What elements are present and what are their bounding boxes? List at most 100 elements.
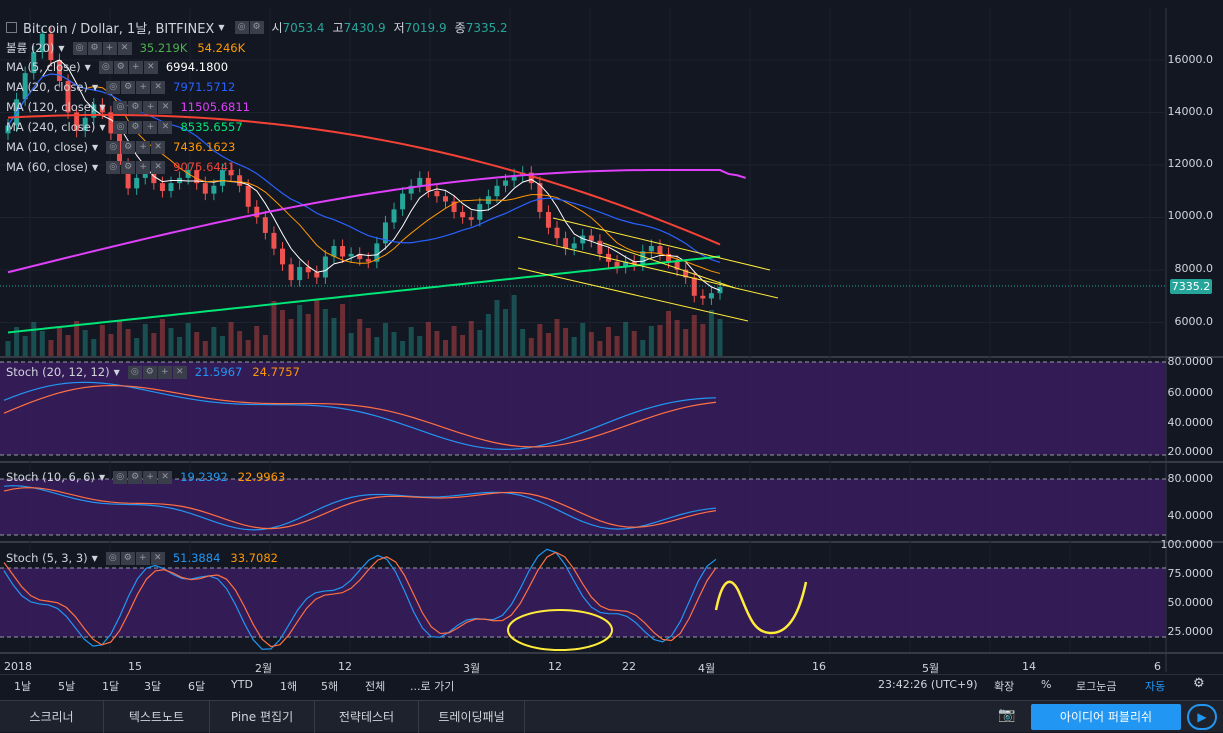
eye-icon[interactable]: ◎ <box>127 365 142 379</box>
stoch-name[interactable]: Stoch (5, 3, 3) <box>6 551 88 565</box>
settings-icon[interactable]: ⚙ <box>87 41 102 55</box>
freehand-drawing[interactable] <box>714 580 808 635</box>
camera-icon[interactable]: 📷 <box>998 707 1016 723</box>
eye-icon[interactable]: ◎ <box>113 100 128 114</box>
close-icon[interactable]: ✕ <box>117 41 132 55</box>
settings-icon[interactable]: ⚙ <box>113 60 128 74</box>
trendline[interactable] <box>517 267 749 322</box>
eye-icon[interactable]: ◎ <box>113 470 128 484</box>
stoch-name[interactable]: Stoch (10, 6, 6) <box>6 470 95 484</box>
chevron-down-icon[interactable]: ▼ <box>91 553 98 563</box>
indicator-row[interactable]: MA (60, close) ▼ ◎ ⚙ + ✕ 9075.6441 <box>6 160 235 174</box>
trendline[interactable] <box>602 242 736 289</box>
close-icon[interactable]: ✕ <box>151 140 166 154</box>
indicator-name[interactable]: MA (120, close) <box>6 100 96 114</box>
eye-icon[interactable]: ◎ <box>113 120 128 134</box>
stoch-name[interactable]: Stoch (20, 12, 12) <box>6 365 110 379</box>
indicator-name[interactable]: MA (60, close) <box>6 160 88 174</box>
indicator-row[interactable]: MA (5, close) ▼ ◎ ⚙ + ✕ 6994.1800 <box>6 60 228 74</box>
chevron-down-icon[interactable]: ▼ <box>91 82 99 92</box>
indicator-row[interactable]: MA (120, close) ▼ ◎ ⚙ + ✕ 11505.6811 <box>6 100 250 114</box>
settings-icon[interactable]: ⚙ <box>249 21 264 34</box>
indicator-name[interactable]: MA (20, close) <box>6 80 88 94</box>
chevron-down-icon[interactable]: ▼ <box>99 102 106 112</box>
plus-icon[interactable]: + <box>143 120 158 134</box>
bottom-tab[interactable]: 트레이딩패널 <box>419 701 525 733</box>
plus-icon[interactable]: + <box>143 100 158 114</box>
eye-icon[interactable]: ◎ <box>105 551 120 565</box>
range-button[interactable]: 3달 <box>144 680 162 693</box>
chevron-down-icon[interactable]: ▼ <box>91 162 99 172</box>
close-icon[interactable]: ✕ <box>150 551 165 565</box>
publish-idea-button[interactable]: 아이디어 퍼블리쉬 <box>1031 704 1181 730</box>
settings-icon[interactable]: ⚙ <box>128 120 143 134</box>
indicator-row[interactable]: MA (20, close) ▼ ◎ ⚙ + ✕ 7971.5712 <box>6 80 235 94</box>
range-button[interactable]: 1해 <box>280 680 298 693</box>
settings-icon[interactable]: ⚙ <box>121 140 136 154</box>
bottom-tab[interactable]: 스크리너 <box>0 701 104 733</box>
indicator-name[interactable]: MA (240, close) <box>6 120 96 134</box>
chevron-down-icon[interactable]: ▼ <box>218 23 225 32</box>
close-icon[interactable]: ✕ <box>143 60 158 74</box>
gear-icon[interactable]: ⚙ <box>1193 676 1205 691</box>
bottom-tab[interactable]: Pine 편집기 <box>210 701 315 733</box>
stoch-legend-row[interactable]: Stoch (5, 3, 3) ▼ ◎ ⚙ + ✕ 51.3884 33.7082 <box>6 551 278 565</box>
indicator-row[interactable]: 볼륨 (20) ▼ ◎ ⚙ + ✕ 35.219K 54.246K <box>6 40 245 56</box>
eye-icon[interactable]: ◎ <box>106 160 121 174</box>
range-button[interactable]: 전체 <box>365 680 386 693</box>
trendline[interactable] <box>552 217 771 271</box>
chevron-down-icon[interactable]: ▼ <box>99 122 106 132</box>
play-icon[interactable]: ▶ <box>1187 704 1217 730</box>
plus-icon[interactable]: + <box>136 140 151 154</box>
settings-icon[interactable]: ⚙ <box>142 365 157 379</box>
range-button[interactable]: 5날 <box>58 680 76 693</box>
close-icon[interactable]: ✕ <box>172 365 187 379</box>
indicator-name[interactable]: MA (5, close) <box>6 60 81 74</box>
close-icon[interactable]: ✕ <box>158 470 173 484</box>
range-button[interactable]: 6달 <box>188 680 206 693</box>
highlight-circle[interactable] <box>507 609 613 651</box>
plus-icon[interactable]: + <box>136 160 151 174</box>
settings-icon[interactable]: ⚙ <box>120 551 135 565</box>
range-button[interactable]: YTD <box>231 678 253 691</box>
close-icon[interactable]: ✕ <box>158 120 173 134</box>
indicator-row[interactable]: MA (240, close) ▼ ◎ ⚙ + ✕ 8535.6557 <box>6 120 243 134</box>
plus-icon[interactable]: + <box>157 365 172 379</box>
plus-icon[interactable]: + <box>128 60 143 74</box>
range-button[interactable]: 1날 <box>14 680 32 693</box>
eye-icon[interactable]: ◎ <box>72 41 87 55</box>
settings-icon[interactable]: ⚙ <box>128 100 143 114</box>
indicator-row[interactable]: MA (10, close) ▼ ◎ ⚙ + ✕ 7436.1623 <box>6 140 235 154</box>
symbol-title[interactable]: Bitcoin / Dollar, 1날, BITFINEX <box>23 22 215 37</box>
chevron-down-icon[interactable]: ▼ <box>113 367 120 377</box>
close-icon[interactable]: ✕ <box>151 160 166 174</box>
eye-icon[interactable]: ◎ <box>234 21 249 34</box>
scale-toggle[interactable]: 확장 <box>994 680 1015 693</box>
chevron-down-icon[interactable]: ▼ <box>91 142 99 152</box>
eye-icon[interactable]: ◎ <box>106 80 121 94</box>
plus-icon[interactable]: + <box>102 41 117 55</box>
eye-icon[interactable]: ◎ <box>106 140 121 154</box>
eye-icon[interactable]: ◎ <box>98 60 113 74</box>
chevron-down-icon[interactable]: ▼ <box>84 62 91 72</box>
settings-icon[interactable]: ⚙ <box>121 160 136 174</box>
chevron-down-icon[interactable]: ▼ <box>98 472 106 482</box>
settings-icon[interactable]: ⚙ <box>128 470 143 484</box>
stoch-legend-row[interactable]: Stoch (20, 12, 12) ▼ ◎ ⚙ + ✕ 21.5967 24.7757 <box>6 365 300 379</box>
goto-button[interactable]: ...로 가기 <box>410 680 455 693</box>
indicator-name[interactable]: 볼륨 (20) <box>6 41 55 55</box>
bottom-tab[interactable]: 텍스트노트 <box>104 701 210 733</box>
close-icon[interactable]: ✕ <box>151 80 166 94</box>
plus-icon[interactable]: + <box>143 470 158 484</box>
collapse-icon[interactable] <box>6 22 17 33</box>
range-button[interactable]: 5해 <box>321 680 339 693</box>
settings-icon[interactable]: ⚙ <box>121 80 136 94</box>
bottom-tab[interactable]: 전략테스터 <box>315 701 419 733</box>
close-icon[interactable]: ✕ <box>158 100 173 114</box>
scale-toggle[interactable]: 로그눈금 <box>1076 680 1117 693</box>
plus-icon[interactable]: + <box>135 551 150 565</box>
stoch-legend-row[interactable]: Stoch (10, 6, 6) ▼ ◎ ⚙ + ✕ 19.2392 22.9963 <box>6 470 285 484</box>
indicator-name[interactable]: MA (10, close) <box>6 140 88 154</box>
plus-icon[interactable]: + <box>136 80 151 94</box>
